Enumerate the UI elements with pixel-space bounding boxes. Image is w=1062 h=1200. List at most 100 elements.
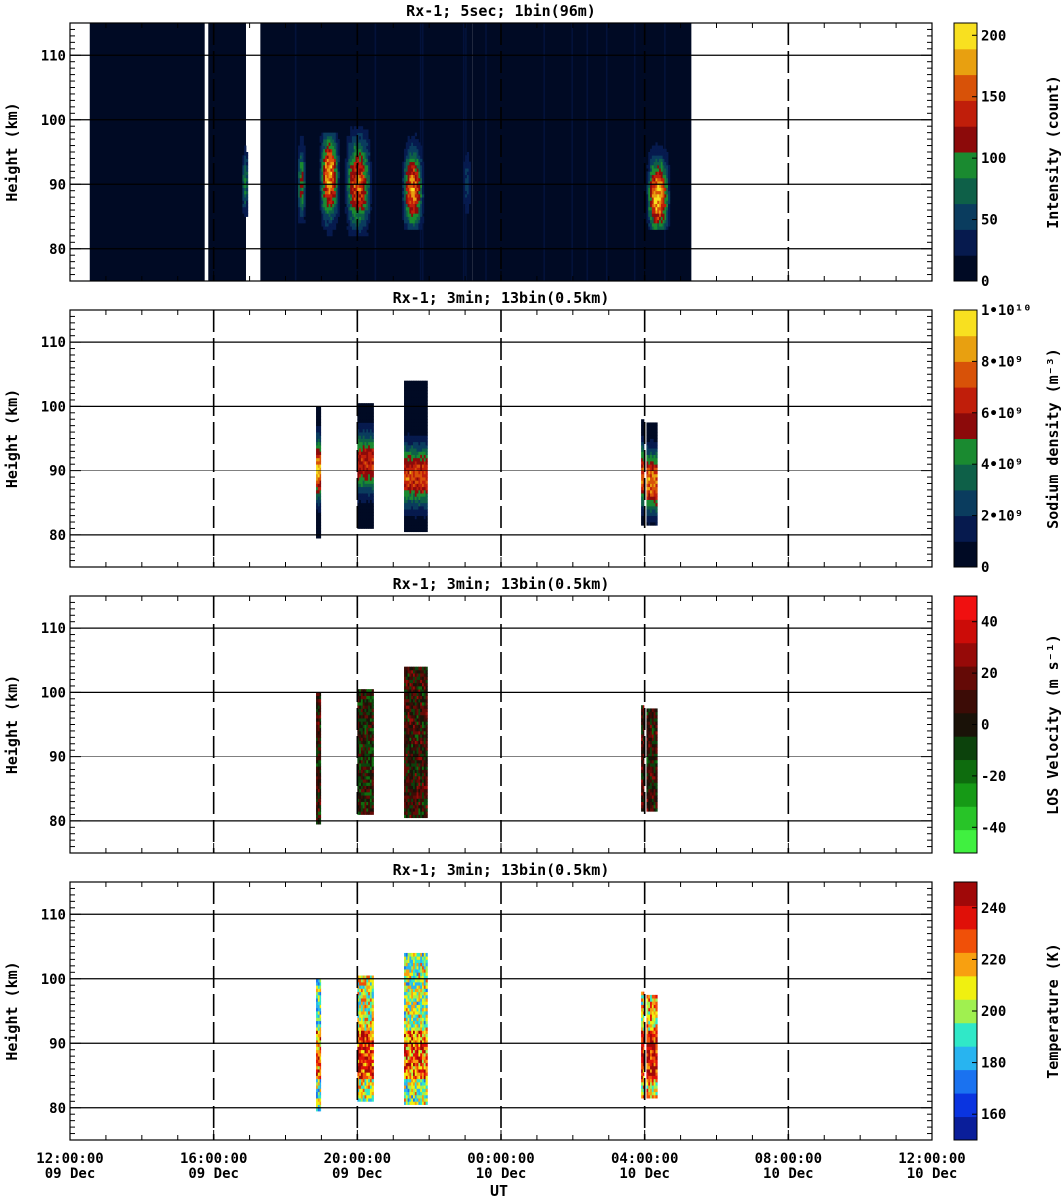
intensity-cell <box>468 184 471 188</box>
data-cell <box>420 509 423 513</box>
intensity-cell <box>404 206 407 211</box>
intensity-cell <box>359 142 362 146</box>
data-cell <box>651 480 655 484</box>
data-column <box>357 403 374 529</box>
data-cell <box>316 432 319 436</box>
data-cell <box>409 804 412 809</box>
intensity-cell <box>351 161 355 166</box>
intensity-cell <box>657 193 660 198</box>
intensity-cell <box>335 187 338 192</box>
data-cell <box>371 467 374 472</box>
intensity-cell <box>416 226 419 230</box>
profile-strip <box>421 23 424 281</box>
intensity-cell <box>360 164 364 169</box>
data-cell <box>420 689 423 693</box>
intensity-cell <box>321 161 324 166</box>
data-cell <box>360 718 364 722</box>
intensity-cell <box>351 206 355 211</box>
intensity-cell <box>299 213 303 217</box>
data-cell <box>357 808 360 812</box>
data-cell <box>420 525 423 529</box>
intensity-cell <box>303 210 306 214</box>
data-cell <box>404 393 407 398</box>
intensity-cell <box>463 171 466 175</box>
intensity-cell <box>405 210 409 214</box>
data-cell <box>362 714 365 719</box>
data-cell <box>646 711 649 716</box>
data-cell <box>317 737 321 741</box>
data-cell <box>409 766 412 770</box>
data-cell <box>420 785 423 790</box>
intensity-cell <box>650 158 653 163</box>
intensity-cell <box>346 135 349 140</box>
intensity-cell <box>328 181 331 185</box>
intensity-cell <box>245 203 249 208</box>
data-cell <box>655 759 658 764</box>
data-cell <box>319 1014 322 1018</box>
data-cell <box>319 734 322 738</box>
data-cell <box>368 795 371 799</box>
intensity-cell <box>659 181 662 185</box>
intensity-cell <box>405 200 409 204</box>
intensity-cell <box>337 181 340 185</box>
data-cell <box>405 380 409 385</box>
data-cell <box>420 814 423 819</box>
intensity-cell <box>404 187 407 192</box>
data-cell <box>651 451 655 455</box>
intensity-cell <box>662 187 665 192</box>
data-cell <box>423 695 426 700</box>
intensity-cell <box>333 145 337 150</box>
intensity-cell <box>242 181 245 185</box>
data-cell <box>423 808 426 812</box>
intensity-cell <box>416 168 419 172</box>
data-cell <box>357 705 360 709</box>
data-cell <box>414 689 417 693</box>
data-cell <box>316 772 319 777</box>
data-cell <box>316 419 319 423</box>
intensity-cell <box>335 168 338 172</box>
data-cell <box>405 753 409 758</box>
intensity-cell <box>664 222 667 227</box>
data-cell <box>655 801 658 806</box>
intensity-cell <box>657 171 660 175</box>
data-cell <box>317 1017 321 1022</box>
data-cell <box>366 470 369 475</box>
data-cell <box>648 467 651 472</box>
data-cell <box>413 387 416 391</box>
data-cell <box>316 692 319 696</box>
data-cell <box>405 499 409 504</box>
data-cell <box>418 383 421 388</box>
intensity-cell <box>465 171 468 175</box>
data-cell <box>416 705 419 709</box>
data-cell <box>317 991 321 996</box>
data-cell <box>425 493 428 497</box>
intensity-cell <box>299 139 303 143</box>
data-cell <box>655 467 658 472</box>
intensity-cell <box>319 145 322 150</box>
intensity-cell <box>330 164 333 169</box>
intensity-cell <box>350 232 353 237</box>
data-cell <box>405 489 409 494</box>
data-cell <box>405 782 409 786</box>
data-cell <box>416 743 419 748</box>
data-cell <box>650 759 653 764</box>
intensity-cell <box>662 171 665 175</box>
intensity-cell <box>350 164 353 169</box>
data-cell <box>317 811 321 815</box>
data-cell <box>369 525 373 529</box>
data-cell <box>420 422 423 427</box>
data-cell <box>360 480 364 484</box>
data-cell <box>359 772 362 777</box>
data-cell <box>413 808 416 812</box>
data-cell <box>368 464 371 468</box>
intensity-cell <box>651 174 655 179</box>
data-cell <box>420 676 423 680</box>
intensity-cell <box>651 216 655 221</box>
data-cell <box>364 451 367 455</box>
intensity-cell <box>332 193 335 198</box>
data-cell <box>319 994 322 999</box>
data-cell <box>359 509 362 513</box>
data-cell <box>368 509 371 513</box>
intensity-cell <box>368 164 371 169</box>
data-cell <box>409 718 412 722</box>
